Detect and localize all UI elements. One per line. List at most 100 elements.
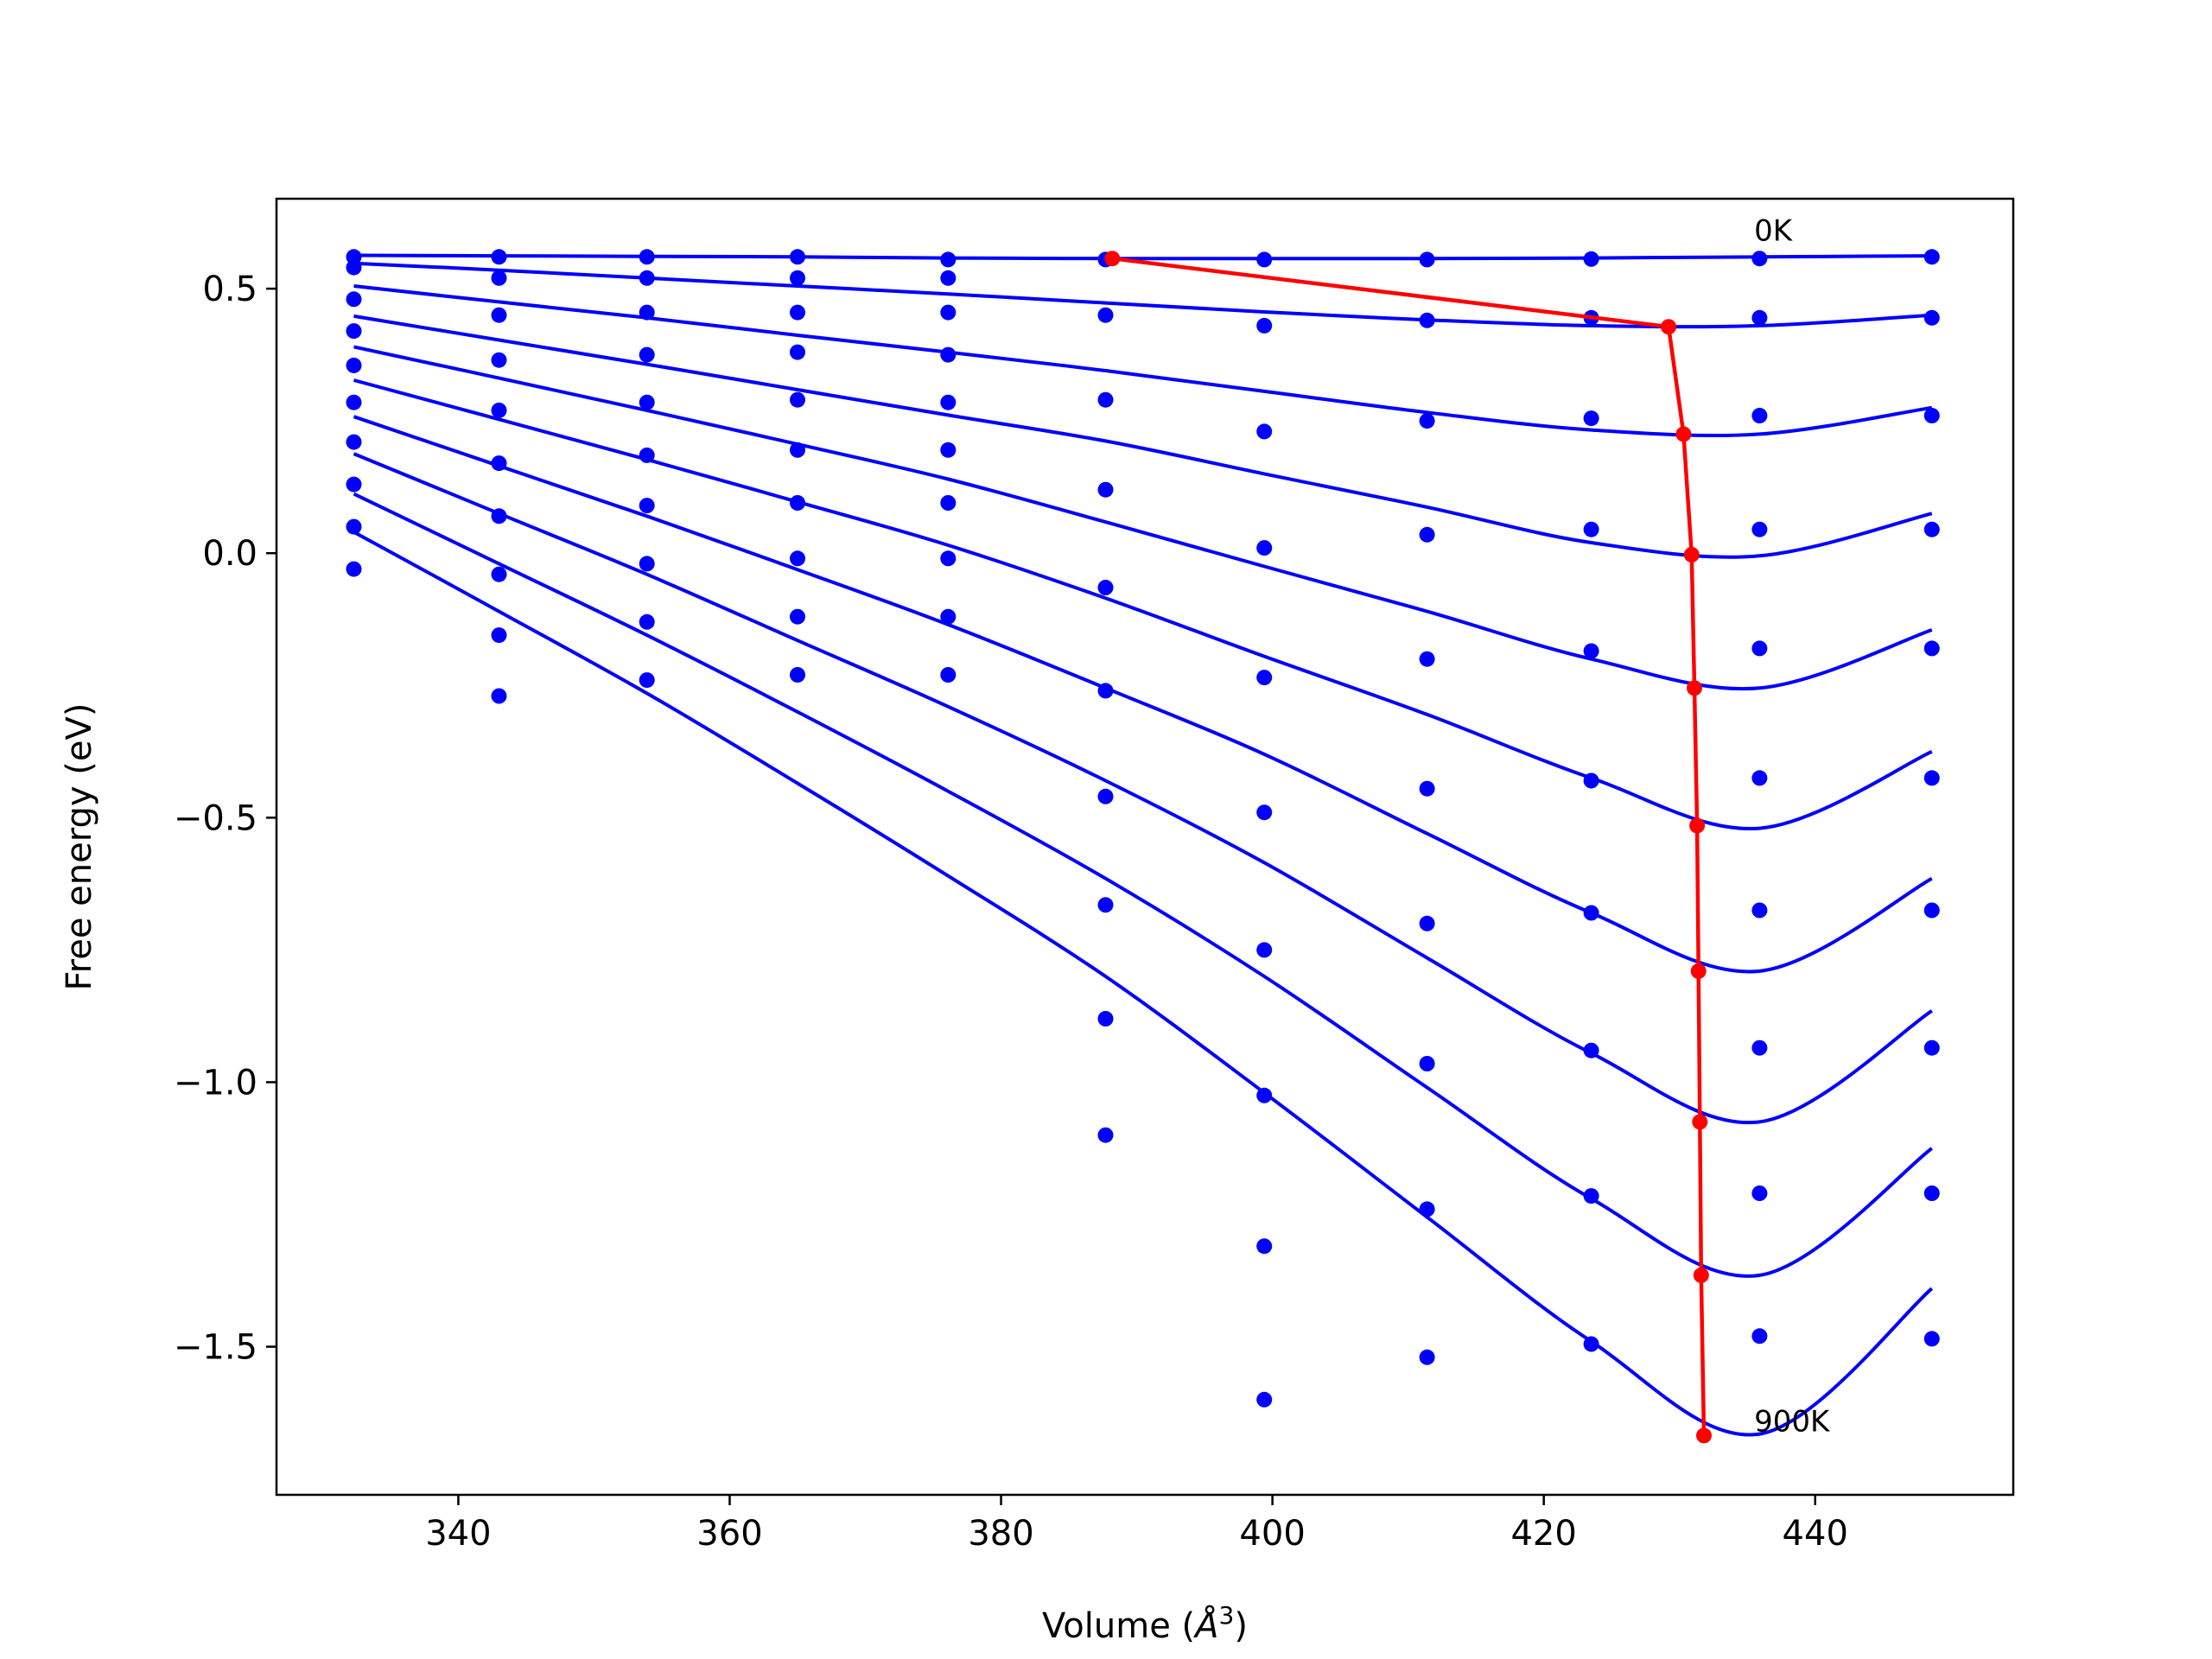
data-point-3-5 [1097,481,1114,498]
equilibrium-point-1 [1661,319,1677,335]
equilibrium-point-9 [1696,1427,1712,1444]
data-point-2-7 [1419,413,1435,429]
data-point-6-4 [940,495,957,511]
equilibrium-line [1104,251,1712,1444]
data-point-6-6 [1256,942,1273,958]
data-point-9-2 [639,672,655,689]
data-point-0-8 [1583,251,1599,267]
data-point-0-9 [1751,251,1768,267]
data-point-3-3 [790,344,805,360]
data-point-6-3 [790,495,805,511]
data-point-5-1 [491,455,507,472]
y-tick-label-2: −0.5 [174,798,257,838]
x-tick-label-0: 340 [425,1514,491,1554]
data-point-9-6 [1256,1391,1273,1408]
data-point-8-6 [1256,1238,1273,1255]
equilibrium-point-6 [1690,963,1707,979]
data-point-8-3 [790,608,805,625]
data-point-7-2 [639,556,655,572]
data-point-0-3 [790,249,805,265]
data-point-5-5 [1097,683,1114,699]
data-point-4-1 [491,402,507,418]
data-point-3-1 [491,352,507,368]
fit-curve-6 [353,415,1933,974]
x-axis-label-exponent: 3 [1219,1601,1235,1630]
data-point-3-10 [1923,521,1940,537]
data-point-7-1 [491,566,507,582]
data-point-5-7 [1419,780,1435,797]
data-point-1-10 [1923,309,1940,326]
data-point-4-2 [639,394,655,410]
data-point-8-4 [940,608,957,625]
data-point-2-2 [639,304,655,321]
equilibrium-point-8 [1693,1267,1709,1283]
data-point-9-9 [1751,1328,1768,1344]
data-point-0-7 [1419,251,1435,268]
y-tick-label-3: −1.0 [174,1063,257,1103]
data-point-9-5 [1097,1127,1114,1143]
fit-curve-4 [353,345,1933,691]
data-point-4-5 [1097,580,1114,595]
data-point-5-8 [1583,772,1599,789]
data-point-8-2 [639,613,655,630]
y-axis: 0.5 0.0 −0.5 −1.0 −1.5 [174,270,276,1368]
data-point-8-9 [1751,1185,1768,1201]
annotations: 0K 900K [1754,214,1831,1440]
data-point-0-1 [491,249,507,265]
data-point-7-7 [1419,1056,1435,1071]
data-point-9-0 [346,561,362,577]
equilibrium-polyline [1112,256,1707,1436]
data-point-2-6 [1256,423,1273,440]
data-point-8-1 [491,627,507,644]
x-axis-label: Volume (Å3) [1042,1601,1248,1646]
x-tick-label-1: 360 [696,1514,762,1554]
x-axis-label-text: Volume ( [1042,1606,1195,1646]
data-point-0-10 [1923,249,1940,265]
data-point-4-7 [1419,651,1435,667]
data-point-1-3 [790,270,805,286]
x-axis-label-close: ) [1234,1606,1248,1646]
data-point-1-4 [940,270,957,286]
data-point-3-9 [1751,521,1768,537]
data-point-5-3 [790,442,805,458]
fit-curve-2 [353,284,1933,438]
data-point-2-8 [1583,410,1599,427]
data-point-7-8 [1583,1042,1599,1058]
y-tick-label-0: 0.5 [202,270,257,309]
data-point-3-2 [639,346,655,363]
data-point-6-2 [639,498,655,514]
data-point-5-6 [1256,804,1273,821]
data-point-9-4 [940,667,957,683]
data-point-0-4 [940,251,957,268]
data-point-7-10 [1923,1039,1940,1056]
data-point-7-0 [346,476,362,493]
data-point-2-1 [491,307,507,323]
data-point-6-9 [1751,902,1768,918]
data-point-2-9 [1751,408,1768,423]
data-point-0-2 [639,249,655,265]
data-point-6-10 [1923,902,1940,918]
data-point-4-3 [790,391,805,408]
data-point-5-0 [346,394,362,410]
data-point-5-4 [940,442,957,458]
data-point-2-0 [346,291,362,308]
x-axis-label-unit: Å [1192,1605,1218,1646]
data-point-4-6 [1256,670,1273,686]
x-tick-label-4: 420 [1510,1514,1576,1554]
data-point-4-10 [1923,640,1940,657]
data-point-1-5 [1097,307,1114,323]
data-point-9-7 [1419,1349,1435,1365]
data-point-6-1 [491,508,507,524]
data-point-1-7 [1419,312,1435,328]
data-points [346,249,1940,1408]
data-point-2-3 [790,304,805,321]
data-point-9-3 [790,667,805,683]
data-point-1-9 [1751,309,1768,326]
data-point-5-10 [1923,770,1940,786]
data-point-3-6 [1256,540,1273,556]
data-point-7-9 [1751,1039,1768,1056]
equilibrium-point-5 [1689,817,1706,834]
fit-curve-3 [353,314,1933,559]
equilibrium-point-4 [1687,680,1702,696]
